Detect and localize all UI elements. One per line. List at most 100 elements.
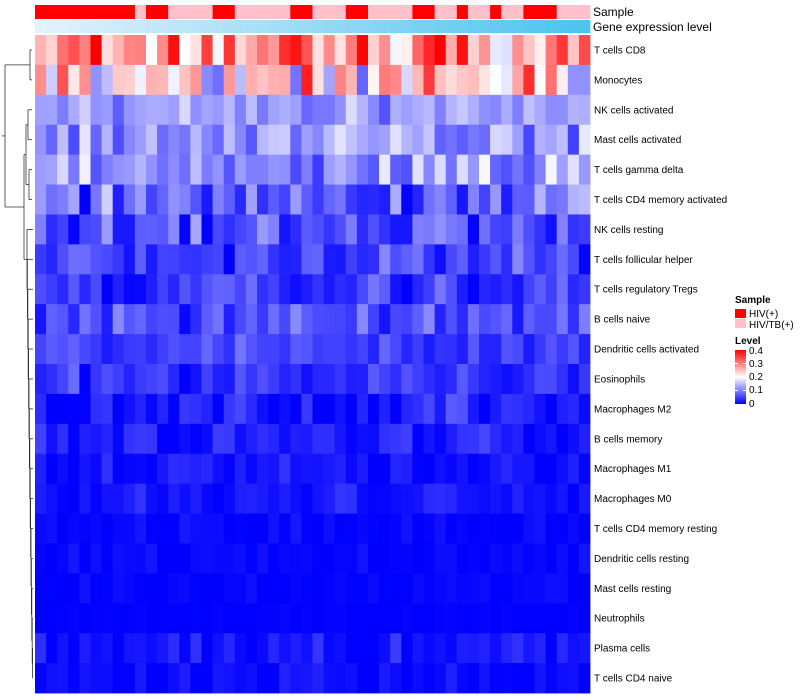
heatmap-cell: [445, 453, 458, 485]
heatmap-cell: [146, 64, 158, 96]
heatmap-cell: [334, 513, 347, 544]
expression-gradient-cell: [123, 20, 136, 33]
heatmap-cell: [90, 94, 102, 126]
heatmap-cell: [323, 423, 336, 455]
heatmap-cell: [201, 513, 213, 544]
heatmap-cell: [57, 124, 69, 156]
heatmap-cell: [368, 35, 380, 66]
heatmap-cell: [556, 423, 569, 455]
heatmap-cell: [534, 304, 546, 335]
heatmap-cell: [390, 214, 402, 245]
heatmap-cell: [467, 483, 480, 514]
heatmap-cell: [545, 35, 558, 66]
heatmap-cell: [501, 543, 513, 574]
heatmap-cell: [201, 274, 213, 305]
heatmap-cell: [68, 663, 80, 694]
heatmap-cell: [501, 393, 513, 425]
heatmap-cell: [423, 334, 435, 365]
heatmap-cell: [112, 274, 125, 305]
heatmap-cell: [157, 274, 169, 305]
expression-gradient-cell: [279, 20, 291, 33]
heatmap-cell: [301, 334, 313, 365]
heatmap-cell: [268, 124, 280, 156]
heatmap-cell: [423, 304, 435, 335]
expression-gradient-cell: [567, 20, 580, 33]
heatmap-cell: [268, 64, 280, 96]
heatmap-cell: [134, 124, 147, 156]
expression-track-label: Gene expression level: [593, 20, 712, 34]
heatmap-cell: [578, 543, 591, 574]
heatmap-cell: [79, 573, 91, 604]
heatmap-cell: [423, 364, 435, 395]
heatmap-cell: [456, 274, 469, 305]
heatmap-cell: [545, 483, 558, 514]
heatmap-cell: [556, 214, 569, 245]
heatmap-cell: [534, 573, 546, 604]
heatmap-cell: [68, 334, 80, 365]
heatmap-cell: [445, 513, 458, 544]
sample-annotation-cell: [201, 5, 213, 19]
heatmap-cell: [534, 663, 546, 694]
heatmap-cell: [578, 274, 591, 305]
heatmap-cell: [523, 35, 535, 66]
heatmap-cell: [545, 244, 558, 275]
expression-gradient-cell: [112, 20, 125, 33]
level-tick-0.1: 0.1: [749, 385, 763, 396]
heatmap-cell: [312, 513, 324, 544]
heatmap-cell: [234, 304, 247, 335]
heatmap-cell: [556, 94, 569, 126]
heatmap-cell: [90, 304, 102, 335]
heatmap-cell: [79, 663, 91, 694]
heatmap-cell: [201, 94, 213, 126]
heatmap-cell: [390, 453, 402, 485]
heatmap-cell: [390, 423, 402, 455]
heatmap-cell: [434, 94, 447, 126]
heatmap-cell: [379, 663, 391, 694]
heatmap-cell: [168, 573, 180, 604]
heatmap-cell: [234, 124, 247, 156]
sample-annotation-cell: [523, 5, 535, 19]
heatmap-cell: [68, 423, 80, 455]
heatmap-cell: [434, 334, 447, 365]
heatmap-cell: [212, 304, 225, 335]
heatmap-cell: [46, 154, 58, 185]
heatmap-cell: [68, 274, 80, 305]
heatmap-cell: [90, 543, 102, 574]
heatmap-cell: [234, 35, 247, 66]
heatmap-cell: [412, 64, 424, 96]
heatmap-cell: [35, 393, 47, 425]
heatmap-cell: [168, 453, 180, 485]
heatmap-cell: [334, 543, 347, 574]
heatmap-cell: [301, 513, 313, 544]
heatmap-cell: [223, 304, 236, 335]
heatmap-cell: [279, 423, 291, 455]
heatmap-cell: [467, 633, 480, 664]
heatmap-cell: [423, 573, 435, 604]
heatmap-cell: [456, 334, 469, 365]
heatmap-cell: [523, 364, 535, 395]
heatmap-cell: [157, 453, 169, 485]
heatmap-cell: [379, 543, 391, 574]
heatmap-cell: [201, 603, 213, 634]
heatmap-cell: [168, 124, 180, 156]
heatmap-cell: [134, 214, 147, 245]
heatmap-cell: [467, 364, 480, 395]
heatmap-cell: [257, 214, 269, 245]
heatmap-cell: [234, 244, 247, 275]
heatmap-cell: [434, 453, 447, 485]
heatmap-cell: [134, 94, 147, 126]
heatmap-cell: [345, 663, 358, 694]
heatmap-cell: [368, 364, 380, 395]
sample-annotation-cell: [401, 5, 413, 19]
heatmap-cell: [445, 633, 458, 664]
heatmap-cell: [223, 364, 236, 395]
heatmap-cell: [490, 513, 502, 544]
heatmap-cell: [212, 154, 225, 185]
heatmap-cell: [101, 603, 114, 634]
expression-gradient-cell: [334, 20, 347, 33]
heatmap-cell: [46, 304, 58, 335]
heatmap-cell: [379, 94, 391, 126]
heatmap-cell: [368, 603, 380, 634]
heatmap-cell: [101, 633, 114, 664]
heatmap-cell: [146, 543, 158, 574]
